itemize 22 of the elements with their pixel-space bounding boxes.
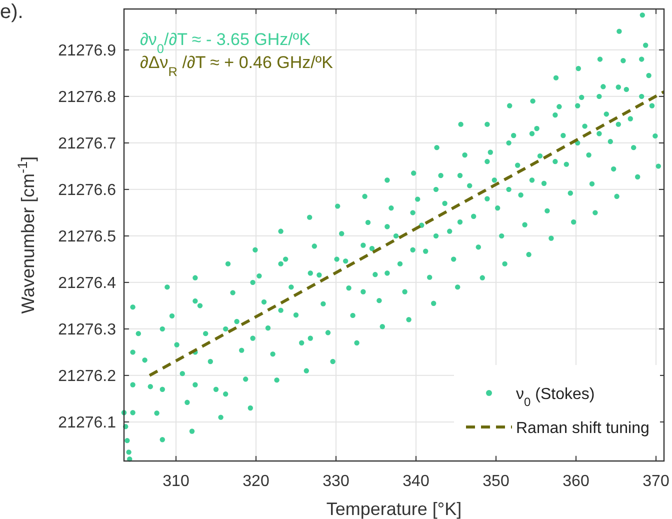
- y-tick-label: 21276.3: [58, 321, 116, 338]
- y-tick-label: 21276.5: [58, 228, 116, 246]
- x-tick-label: 320: [242, 473, 270, 490]
- x-axis-title: Temperature [°K]: [326, 499, 462, 519]
- annotation: ∂ν$_{0}$/∂T ≈ - 3.65 GHz/ºK: [140, 30, 312, 56]
- x-tick-label: 340: [402, 473, 430, 490]
- x-tick-label: 370: [642, 473, 670, 490]
- legend-label: ν$_{0}$ (Stokes): [516, 386, 595, 409]
- y-tick-label: 21276.9: [58, 42, 116, 60]
- text: e).: [0, 1, 24, 23]
- y-tick-label: 21276.6: [58, 182, 116, 199]
- x-tick-label: 350: [482, 473, 510, 490]
- y-tick-label: 21276.8: [58, 88, 116, 106]
- y-tick-label: 21276.1: [58, 414, 116, 432]
- x-tick-label: 360: [562, 473, 590, 490]
- legend-label: Raman shift tuning: [516, 420, 650, 437]
- x-tick-label: 330: [322, 473, 350, 490]
- y-tick-label: 21276.7: [58, 135, 116, 152]
- y-tick-label: 21276.4: [58, 274, 116, 292]
- y-tick-label: 21276.2: [58, 368, 116, 385]
- x-tick-label: 310: [162, 473, 190, 490]
- annotation: ∂Δν$_{R}$ /∂T ≈ + 0.46 GHz/ºK: [140, 53, 334, 78]
